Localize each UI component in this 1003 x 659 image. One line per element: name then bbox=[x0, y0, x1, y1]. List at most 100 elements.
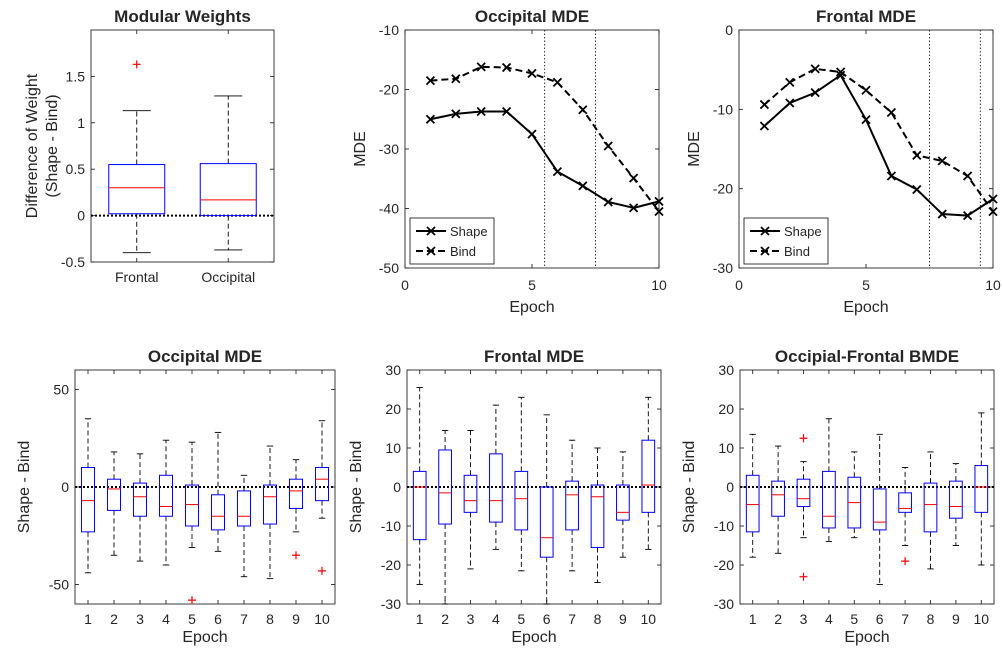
y-tick-label: 20 bbox=[385, 401, 401, 417]
box-8 bbox=[590, 447, 605, 583]
x-tick-label: 1 bbox=[416, 611, 424, 627]
outlier-marker bbox=[292, 551, 300, 560]
y-tick-label: -10 bbox=[379, 22, 399, 38]
data-point bbox=[810, 88, 820, 98]
data-point bbox=[654, 206, 664, 217]
box-body bbox=[771, 480, 785, 517]
box-9 bbox=[616, 451, 630, 558]
box-body bbox=[641, 439, 656, 513]
outlier-marker bbox=[799, 434, 808, 443]
x-tick-label: Occipital bbox=[201, 269, 255, 285]
outlier-marker bbox=[318, 566, 326, 575]
y-axis-label: MDE bbox=[352, 131, 369, 167]
y-tick-label: -40 bbox=[379, 201, 399, 217]
y-tick-label: -10 bbox=[381, 518, 401, 534]
data-point bbox=[603, 197, 613, 207]
x-tick-label: 5 bbox=[517, 611, 525, 627]
x-tick-label: 4 bbox=[492, 611, 500, 627]
box-10 bbox=[315, 420, 329, 575]
y-tick-label: -30 bbox=[713, 260, 733, 276]
box-body bbox=[745, 474, 760, 533]
legend: Shape Bind bbox=[409, 217, 495, 265]
y-tick-label: -30 bbox=[379, 141, 399, 157]
x-tick-label: 4 bbox=[825, 611, 833, 627]
data-point bbox=[501, 62, 512, 73]
x-axis-label: Epoch bbox=[511, 629, 556, 646]
chart-title: Frontal MDE bbox=[484, 347, 584, 366]
x-tick-label: 5 bbox=[528, 277, 536, 293]
chart-title: Frontal MDE bbox=[816, 7, 916, 26]
x-axis-label: Epoch bbox=[182, 629, 227, 646]
y-tick-label: 0.5 bbox=[66, 161, 86, 177]
y-tick-label: -50 bbox=[49, 577, 69, 593]
box-body bbox=[133, 482, 147, 517]
x-tick-label: 3 bbox=[136, 611, 144, 627]
data-point bbox=[861, 85, 871, 95]
box-body bbox=[872, 488, 887, 531]
box-7 bbox=[237, 474, 251, 578]
box-body bbox=[539, 486, 554, 558]
legend-label: Bind bbox=[784, 244, 810, 259]
chart-title: Occipital MDE bbox=[148, 347, 262, 366]
y-axis-label: Shape - Bind bbox=[16, 441, 33, 534]
x-axis-label: Epoch bbox=[844, 629, 889, 646]
box-1 bbox=[81, 418, 95, 574]
box-body bbox=[237, 490, 251, 527]
box-3 bbox=[796, 434, 811, 581]
x-tick-label: 6 bbox=[543, 611, 551, 627]
box-4 bbox=[822, 418, 836, 543]
data-point bbox=[425, 114, 436, 124]
data-point bbox=[476, 106, 486, 117]
x-axis-label: Epoch bbox=[509, 299, 554, 316]
box-body bbox=[199, 163, 257, 217]
x-tick-label: 9 bbox=[952, 611, 960, 627]
chart-title: Modular Weights bbox=[114, 7, 251, 26]
box-body bbox=[263, 484, 277, 525]
data-point bbox=[628, 173, 639, 183]
data-point bbox=[501, 106, 512, 117]
series-line bbox=[430, 65, 660, 213]
data-point bbox=[476, 62, 486, 72]
data-point bbox=[810, 64, 820, 74]
x-tick-label: 8 bbox=[927, 611, 935, 627]
y-tick-label: -20 bbox=[713, 181, 733, 197]
data-point bbox=[654, 196, 664, 206]
y-tick-label: 10 bbox=[718, 440, 734, 456]
y-tick-label: 0 bbox=[77, 208, 85, 224]
x-axis-label: Epoch bbox=[843, 299, 888, 316]
axes-frame bbox=[90, 29, 275, 263]
box-2 bbox=[771, 445, 785, 554]
panel-p3: -30 -20 -10 0 0 5 10 Frontal MDE Epoch MDE Shape Bi… bbox=[686, 7, 1001, 316]
y-tick-label: 50 bbox=[53, 382, 69, 398]
series-line bbox=[763, 67, 994, 213]
x-tick-label: 3 bbox=[800, 611, 808, 627]
data-point bbox=[527, 68, 537, 79]
box-6 bbox=[211, 431, 225, 552]
data-point bbox=[988, 194, 998, 204]
box-body bbox=[81, 467, 95, 533]
series-shape bbox=[425, 106, 664, 213]
box-body bbox=[185, 484, 199, 527]
x-tick-label: 6 bbox=[214, 611, 222, 627]
box-9 bbox=[289, 459, 303, 560]
y-tick-label: -10 bbox=[713, 101, 733, 117]
box-body bbox=[211, 494, 225, 531]
box-2 bbox=[107, 451, 121, 556]
axes-frame bbox=[406, 369, 662, 605]
y-axis-label: (Shape - Bind) bbox=[44, 94, 61, 197]
y-tick-label: -20 bbox=[381, 557, 401, 573]
data-point bbox=[552, 77, 563, 87]
outlier-marker bbox=[799, 572, 808, 581]
box-2 bbox=[438, 430, 452, 605]
legend-marker bbox=[760, 246, 770, 256]
x-tick-label: 9 bbox=[292, 611, 300, 627]
box-body bbox=[412, 470, 427, 541]
box-1 bbox=[745, 433, 760, 558]
box-8 bbox=[923, 451, 938, 570]
x-tick-label: 5 bbox=[188, 611, 196, 627]
series-line bbox=[430, 110, 660, 209]
legend-marker bbox=[426, 226, 436, 236]
series-shape bbox=[759, 70, 998, 221]
x-tick-label: Frontal bbox=[115, 269, 159, 285]
x-tick-label: 3 bbox=[467, 611, 475, 627]
